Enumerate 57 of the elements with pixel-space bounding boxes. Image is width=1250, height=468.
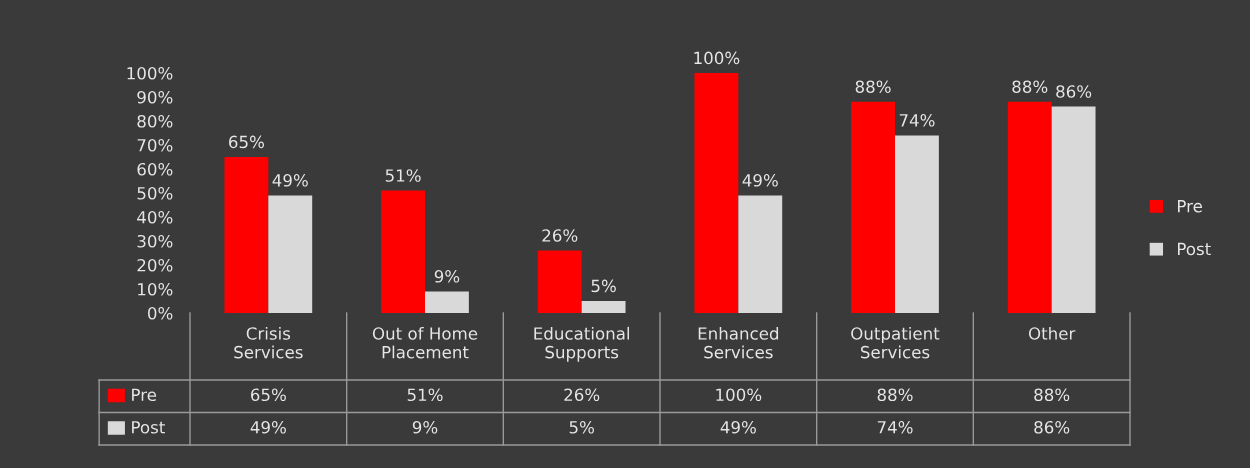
y-tick-label: 70%	[137, 138, 173, 152]
bar	[581, 301, 626, 313]
y-tick-label: 30%	[137, 234, 173, 248]
text: 49%	[272, 174, 308, 187]
text: 86%	[1056, 85, 1092, 98]
data-label: 65%	[250, 388, 286, 402]
bar	[694, 73, 739, 313]
bar	[1051, 106, 1096, 313]
legend-label: Post	[1178, 242, 1211, 256]
data-label: 100%	[716, 388, 762, 402]
text: 65%	[229, 135, 264, 149]
data-label: 74%	[877, 420, 913, 434]
bar	[537, 250, 582, 313]
text: 49%	[742, 174, 778, 187]
x-tick-label: Educational Supports	[534, 326, 630, 362]
y-tick-label: 80%	[137, 114, 173, 128]
legend-label: Pre	[132, 388, 157, 402]
text: Pre	[1178, 200, 1202, 213]
text: 5%	[591, 279, 616, 293]
bar	[851, 101, 895, 313]
x-tick-label: Out of Home Placement	[372, 326, 478, 359]
x-tick-label: Enhanced Services	[698, 326, 779, 359]
y-tick-label: 50%	[137, 186, 173, 200]
x-tick-label: Crisis Services	[234, 326, 303, 359]
y-tick-label: 90%	[137, 90, 173, 104]
x-tick-label: Other	[1028, 326, 1076, 340]
y-tick-label: 100%	[127, 66, 173, 80]
data-label: 9%	[412, 420, 438, 434]
text: 51%	[385, 169, 421, 182]
bar	[738, 195, 783, 313]
text: 9%	[434, 270, 460, 283]
bar	[268, 195, 313, 313]
x-tick-label: Outpatient Services	[851, 326, 940, 359]
y-tick-label: 10%	[138, 282, 173, 296]
data-label: 49%	[250, 420, 286, 434]
data-label: 49%	[720, 420, 756, 434]
data-label: 5%	[569, 420, 594, 434]
bar	[1007, 101, 1052, 313]
data-label: 88%	[877, 388, 913, 402]
text: 88%	[855, 80, 891, 94]
y-tick-label: 0%	[147, 306, 173, 320]
bar	[425, 291, 469, 313]
text: 74%	[899, 114, 935, 127]
data-label: 88%	[1034, 388, 1070, 402]
y-tick-label: 20%	[137, 258, 173, 272]
bar	[895, 135, 939, 313]
y-tick-label: 60%	[137, 162, 173, 176]
text: 88%	[1012, 80, 1048, 94]
y-tick-label: 40%	[137, 210, 173, 224]
text: Post	[132, 421, 165, 434]
bar	[381, 190, 425, 313]
data-label: 26%	[564, 388, 600, 402]
data-label: 86%	[1034, 420, 1070, 434]
text: 100%	[694, 51, 740, 65]
data-label: 51%	[407, 388, 443, 402]
text: 26%	[542, 229, 578, 242]
bar	[224, 157, 269, 313]
